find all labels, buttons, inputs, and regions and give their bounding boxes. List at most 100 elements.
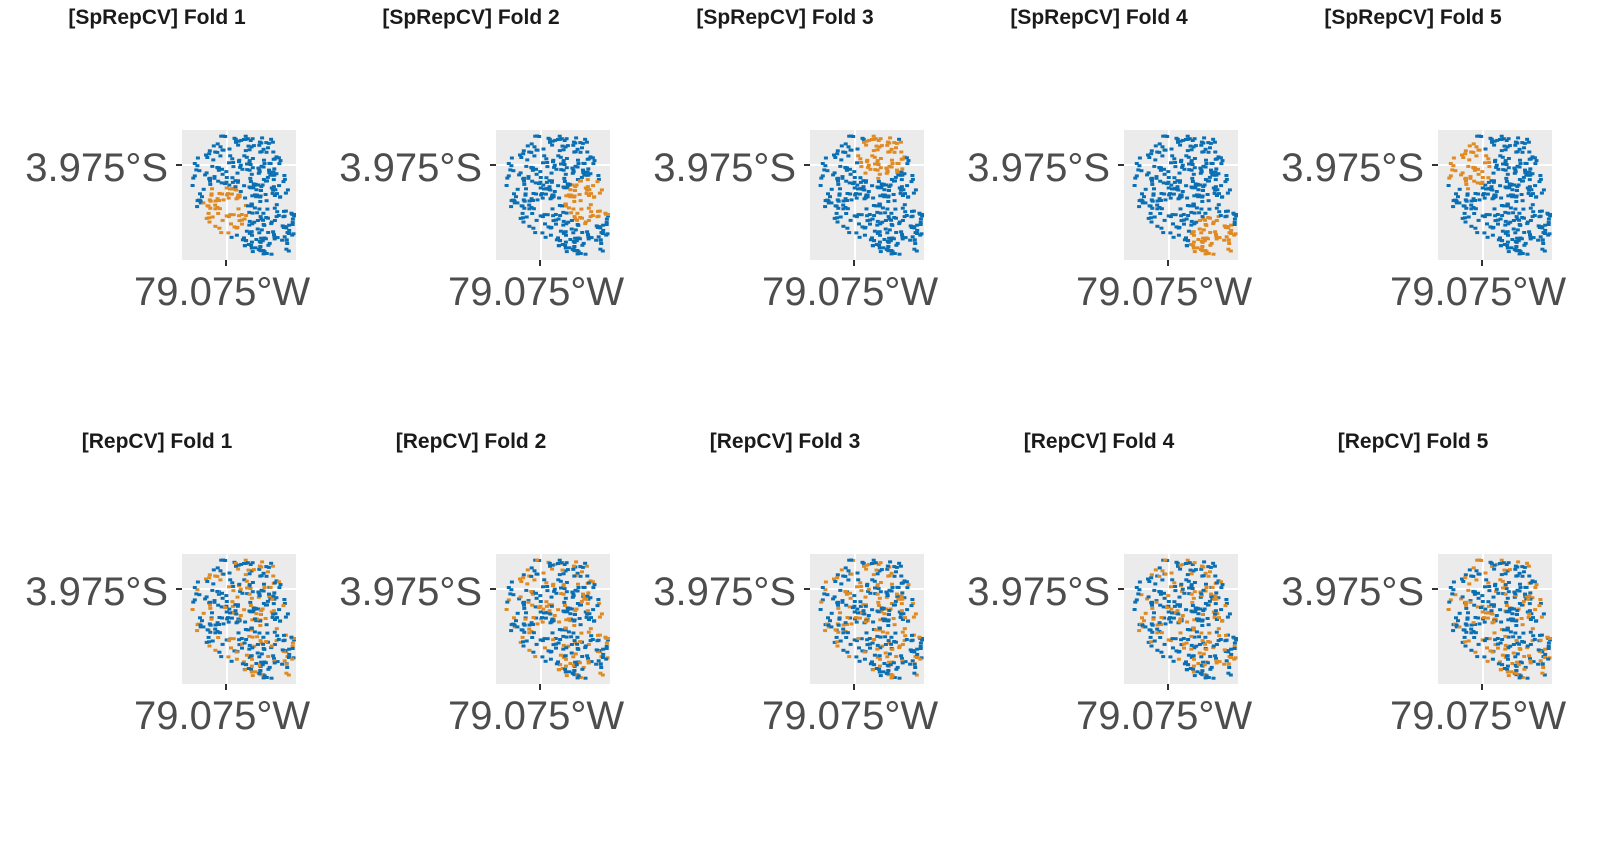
train-point bbox=[1205, 617, 1210, 620]
train-point bbox=[197, 169, 202, 173]
train-point bbox=[519, 204, 524, 208]
train-point bbox=[900, 661, 905, 665]
train-point bbox=[883, 643, 888, 646]
test-point bbox=[1500, 653, 1505, 657]
train-point bbox=[1162, 616, 1167, 620]
train-point bbox=[1179, 638, 1184, 642]
train-point bbox=[1543, 223, 1548, 227]
train-point bbox=[1504, 176, 1509, 180]
train-point bbox=[249, 230, 254, 234]
test-point bbox=[1526, 615, 1531, 619]
train-point bbox=[884, 183, 889, 187]
train-point bbox=[244, 229, 249, 233]
train-point bbox=[557, 558, 562, 562]
train-point bbox=[576, 158, 580, 162]
test-point bbox=[247, 592, 252, 596]
train-point bbox=[275, 616, 279, 620]
train-point bbox=[604, 220, 609, 224]
train-point bbox=[1482, 639, 1487, 643]
train-point bbox=[1546, 641, 1551, 645]
train-point bbox=[213, 627, 218, 631]
train-point bbox=[1476, 596, 1481, 600]
train-point bbox=[561, 647, 566, 651]
test-point bbox=[1492, 631, 1497, 635]
train-point bbox=[828, 619, 832, 623]
test-point bbox=[833, 628, 838, 632]
train-point bbox=[1215, 194, 1219, 197]
train-point bbox=[899, 612, 904, 616]
train-point bbox=[1172, 180, 1177, 184]
train-point bbox=[524, 611, 528, 615]
train-point bbox=[530, 179, 535, 183]
train-point bbox=[585, 612, 590, 616]
train-point bbox=[522, 199, 527, 203]
train-point bbox=[1501, 137, 1506, 141]
train-point bbox=[1193, 568, 1198, 572]
train-point bbox=[1525, 610, 1530, 614]
train-point bbox=[835, 573, 840, 577]
test-point bbox=[1499, 668, 1503, 672]
test-point bbox=[1453, 593, 1458, 597]
train-point bbox=[542, 187, 546, 191]
x-tick bbox=[853, 260, 855, 266]
train-point bbox=[1157, 197, 1162, 201]
train-point bbox=[852, 170, 857, 174]
test-point bbox=[579, 631, 584, 635]
train-point bbox=[548, 233, 553, 237]
train-point bbox=[1173, 186, 1178, 190]
train-point bbox=[506, 162, 511, 165]
train-point bbox=[1528, 657, 1532, 661]
train-point bbox=[864, 631, 869, 635]
test-point bbox=[577, 661, 582, 665]
test-point bbox=[586, 659, 591, 663]
train-point bbox=[1213, 609, 1218, 613]
test-point bbox=[580, 570, 584, 574]
train-point bbox=[1186, 579, 1191, 583]
test-point bbox=[874, 568, 879, 572]
test-point bbox=[866, 163, 871, 167]
train-point bbox=[1456, 195, 1460, 199]
train-point bbox=[909, 226, 914, 229]
y-tick bbox=[176, 164, 182, 166]
test-point bbox=[239, 213, 244, 216]
train-point bbox=[910, 659, 915, 663]
train-point bbox=[537, 559, 542, 562]
test-point bbox=[572, 215, 577, 219]
train-point bbox=[1173, 161, 1178, 164]
train-point bbox=[1210, 594, 1215, 598]
test-point bbox=[578, 199, 583, 203]
test-point bbox=[590, 580, 595, 584]
test-point bbox=[839, 568, 844, 572]
train-point bbox=[881, 246, 886, 250]
train-point bbox=[1505, 569, 1510, 573]
test-point bbox=[1490, 650, 1495, 654]
test-point bbox=[551, 638, 556, 642]
train-point bbox=[1498, 608, 1503, 612]
train-point bbox=[1505, 664, 1510, 668]
train-point bbox=[874, 667, 879, 670]
test-point bbox=[606, 213, 610, 216]
train-point bbox=[900, 173, 905, 177]
train-point bbox=[255, 211, 260, 215]
train-point bbox=[1182, 662, 1187, 666]
train-point bbox=[271, 654, 276, 658]
train-point bbox=[547, 179, 552, 183]
test-point bbox=[582, 594, 587, 598]
train-point bbox=[588, 596, 593, 600]
train-point bbox=[1179, 214, 1184, 218]
test-point bbox=[270, 597, 275, 601]
test-point bbox=[878, 157, 883, 160]
train-point bbox=[249, 569, 254, 573]
train-point bbox=[1531, 236, 1536, 240]
train-point bbox=[856, 578, 861, 582]
test-point bbox=[582, 597, 587, 601]
train-point bbox=[257, 168, 262, 172]
train-point bbox=[908, 238, 913, 242]
train-point bbox=[290, 217, 295, 221]
train-point bbox=[1464, 623, 1469, 627]
train-point bbox=[205, 156, 210, 159]
test-point bbox=[1181, 562, 1186, 566]
train-point bbox=[251, 186, 256, 190]
test-point bbox=[876, 163, 881, 166]
train-point bbox=[877, 569, 882, 573]
